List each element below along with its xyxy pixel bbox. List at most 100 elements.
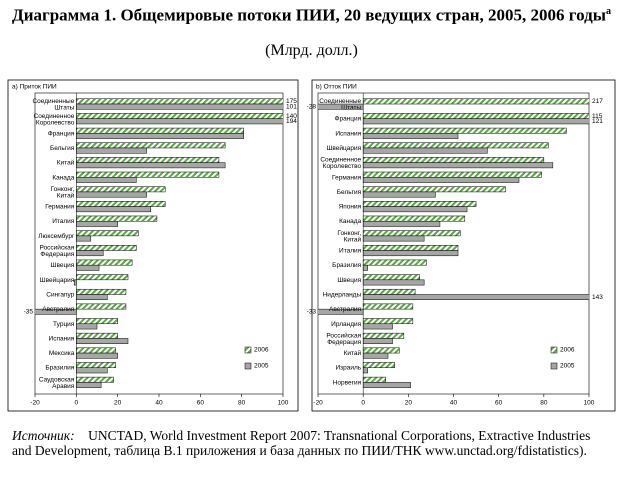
bar (362, 127, 567, 134)
bar (76, 215, 158, 222)
bar (362, 245, 459, 251)
bar (76, 103, 283, 110)
bar (362, 220, 441, 227)
category-label: Соединенное Королевство (34, 112, 75, 126)
bar (362, 250, 459, 257)
legend-label: 2005 (560, 363, 575, 370)
category-label: Соединенные Штаты (319, 98, 361, 112)
value-label: 121 (592, 118, 603, 125)
legend-label: 2006 (560, 347, 575, 354)
bar (76, 157, 220, 163)
bar (76, 288, 127, 295)
bar (76, 113, 283, 119)
category-label: Испания (49, 335, 75, 342)
bar (76, 323, 98, 330)
value-label: 175 (286, 98, 297, 105)
x-tick-label: 40 (155, 400, 163, 407)
category-label: Люксембург (38, 232, 75, 240)
category-label: Швеция (337, 277, 361, 284)
bar (362, 352, 389, 359)
title-text: Диаграмма 1. Общемировые потоки ПИИ, 20 … (12, 5, 606, 25)
bar (76, 362, 116, 368)
bar (76, 133, 244, 139)
legend-label: 2006 (254, 347, 269, 354)
value-label: 194 (286, 118, 297, 125)
bar (76, 171, 220, 178)
bar (76, 206, 151, 213)
category-label: Швеция (51, 262, 75, 269)
legend-label: 2005 (254, 363, 269, 370)
bar (76, 162, 226, 169)
bar (76, 142, 226, 149)
bar (74, 279, 77, 286)
bar (362, 113, 589, 119)
bar (76, 201, 166, 207)
category-label: Италия (52, 218, 75, 225)
x-tick-label: -20 (313, 400, 323, 407)
value-label: 217 (592, 98, 603, 105)
bars (318, 98, 589, 388)
bar (362, 118, 589, 125)
bar (76, 186, 166, 193)
bar (362, 186, 506, 193)
bar (362, 235, 425, 242)
value-label: 143 (592, 294, 603, 301)
legend-swatch (244, 346, 252, 354)
bar (362, 157, 545, 163)
category-label: Бельгия (337, 189, 362, 196)
category-label: Австралия (329, 306, 362, 313)
x-tick-label: 0 (361, 400, 365, 407)
bar (76, 264, 100, 271)
value-label: -28 (307, 103, 317, 110)
bar (362, 230, 461, 237)
x-tick-label: 20 (405, 400, 413, 407)
bar (362, 206, 468, 213)
bar (362, 323, 393, 330)
bar (362, 338, 393, 344)
bar (76, 347, 116, 354)
category-label: Мексика (49, 350, 75, 357)
bars (35, 98, 283, 388)
bar (76, 259, 133, 266)
x-tick-label: 100 (278, 400, 289, 407)
bar (76, 338, 129, 344)
panel-title: a) Приток ПИИ (12, 84, 57, 91)
bar (76, 352, 118, 359)
bar (362, 201, 477, 207)
category-label: Канада (52, 174, 74, 181)
title-note: a (605, 6, 611, 17)
category-label: Франция (48, 130, 75, 137)
category-label: Италия (339, 248, 362, 255)
bar (362, 191, 436, 198)
category-label: Норвегия (333, 379, 362, 386)
bar (76, 332, 118, 339)
bar (76, 318, 118, 325)
value-label: 115 (592, 113, 603, 120)
value-label: -33 (307, 308, 317, 315)
bar (362, 279, 425, 286)
x-tick-label: 0 (75, 400, 79, 407)
bar (362, 171, 542, 178)
bar (362, 264, 368, 271)
bar (76, 127, 244, 134)
bar (362, 274, 420, 281)
category-label: Бразилия (332, 262, 361, 269)
category-label: Турция (53, 321, 75, 328)
bar (76, 220, 118, 227)
charts: a) Приток ПИИ -20 0 20 40 60 80 100 Соединенные Ш… (7, 79, 616, 412)
category-label: Китай (57, 159, 75, 167)
source-text: UNCTAD, World Investment Report 2007: Tr… (12, 428, 591, 458)
legend-swatch (244, 362, 252, 370)
category-label: Ирландия (331, 321, 361, 328)
bar (76, 376, 114, 383)
bar (76, 191, 147, 198)
bar (76, 367, 108, 374)
bar (362, 177, 520, 183)
bar (362, 133, 459, 139)
x-tick-label: 40 (450, 400, 458, 407)
x-tick-label: 80 (238, 400, 246, 407)
bar (76, 147, 147, 154)
category-label: Российская Федерация (40, 243, 75, 258)
category-label: Соединенные Штаты (32, 98, 74, 112)
bar (76, 250, 104, 257)
